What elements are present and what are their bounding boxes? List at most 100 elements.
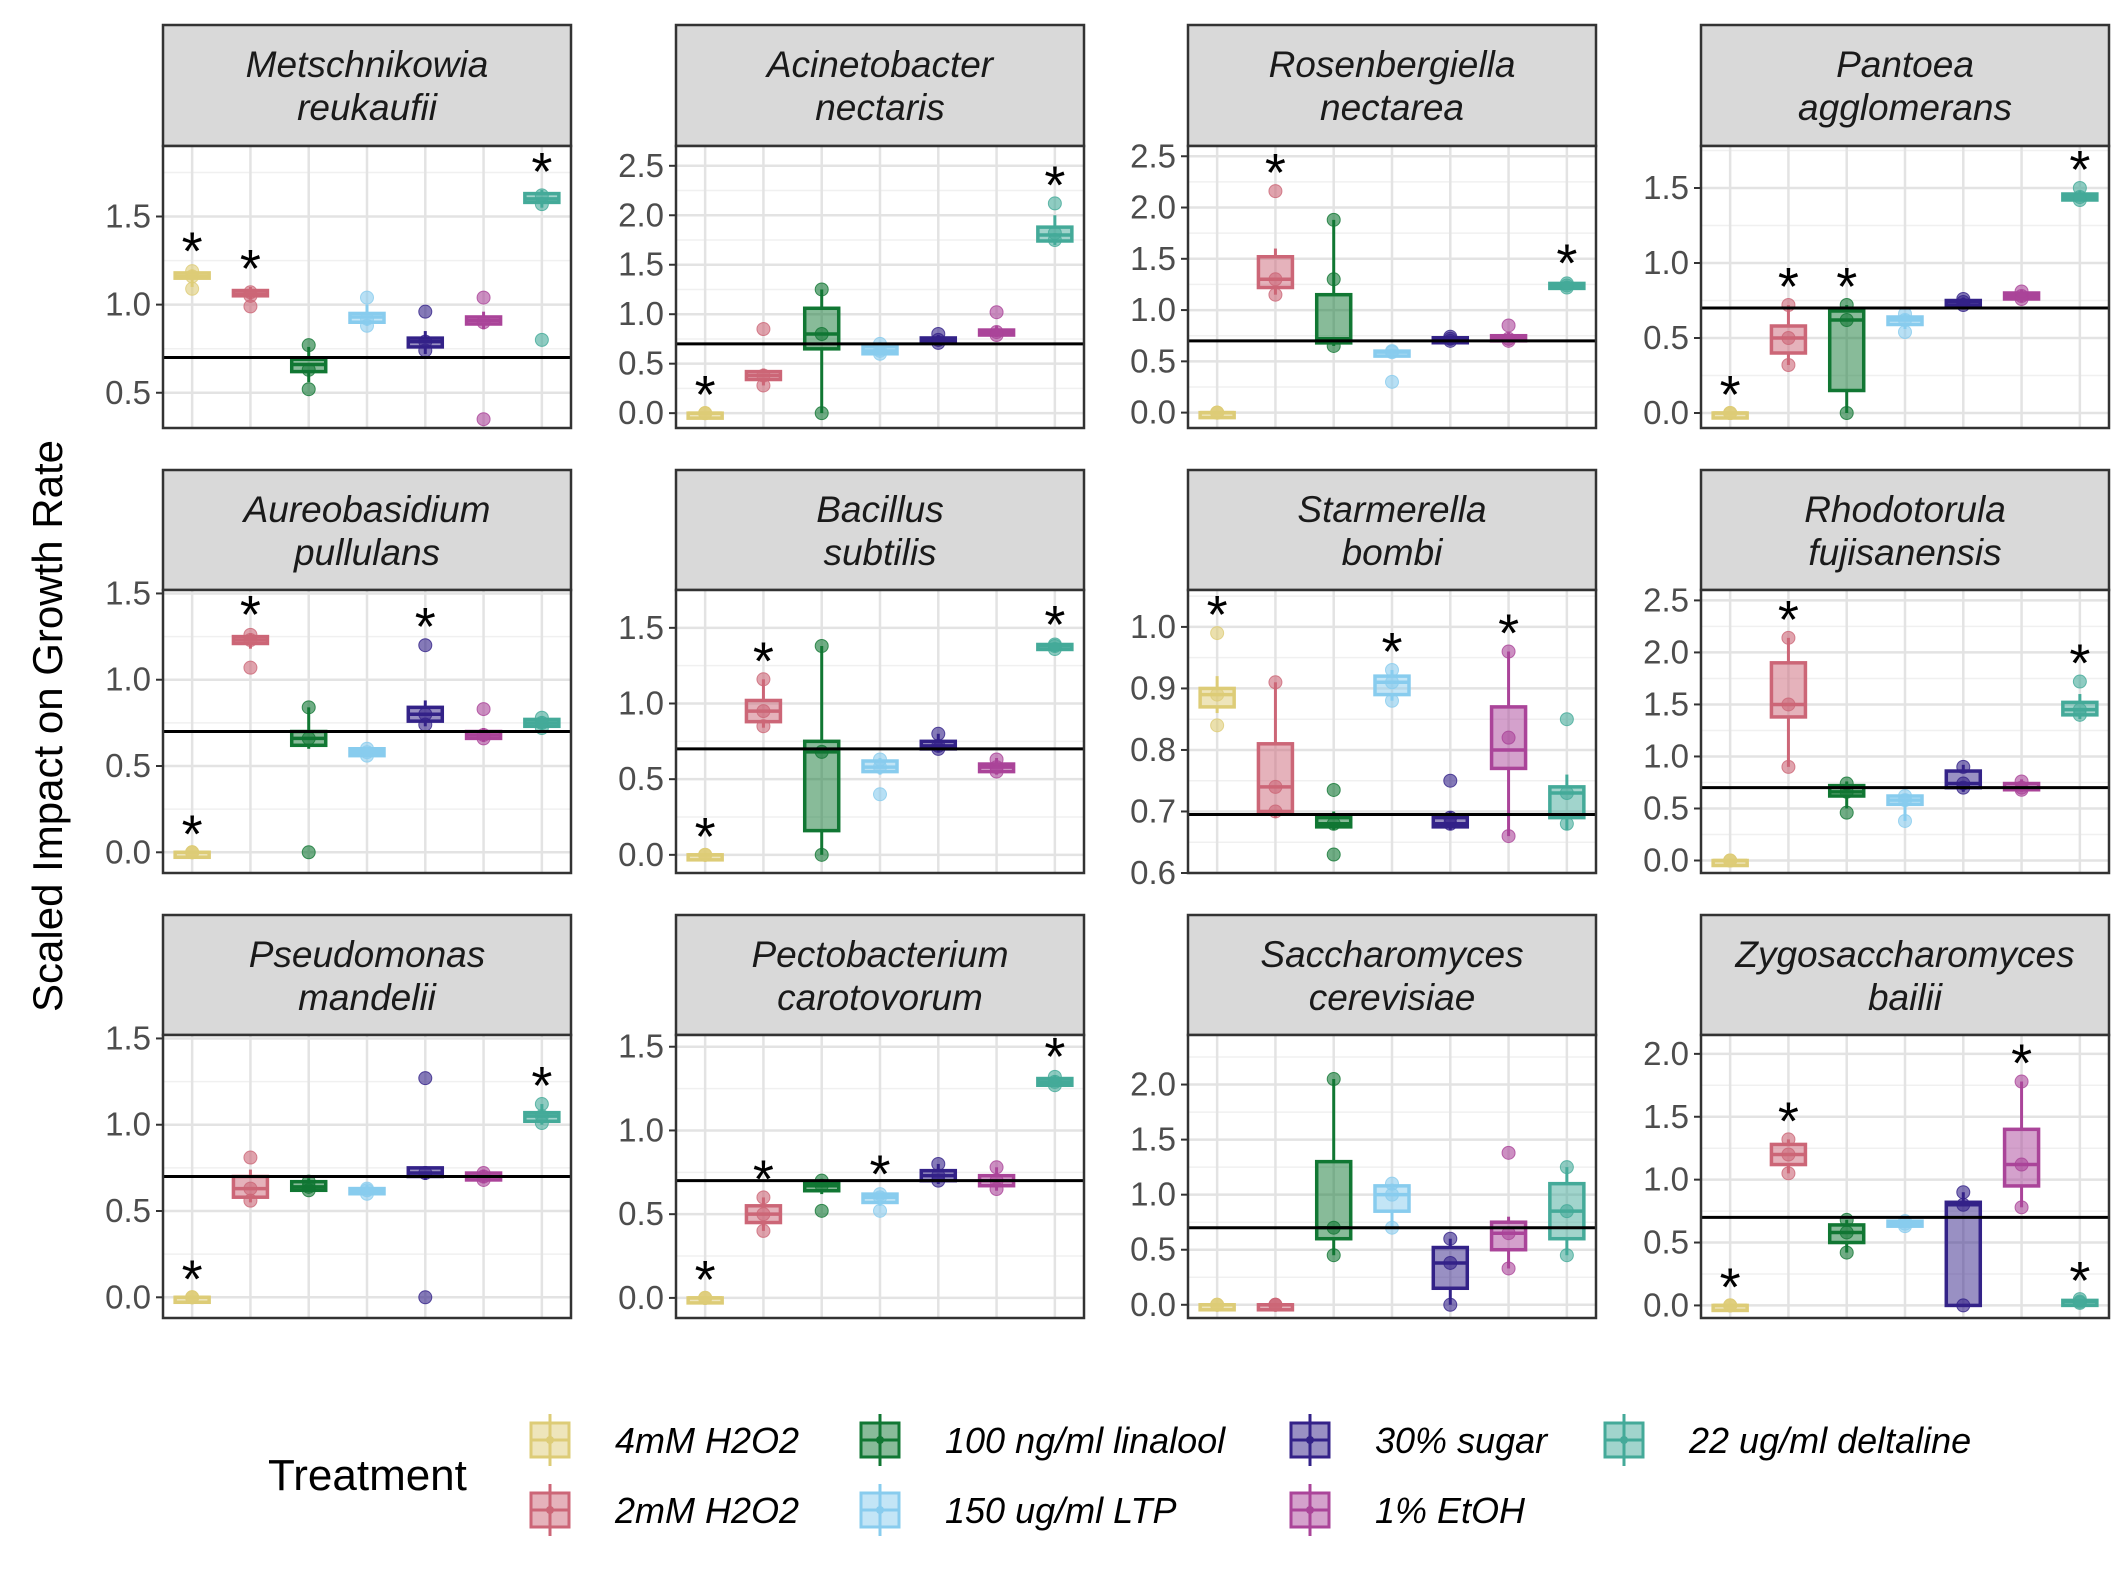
y-tick-label: 1.5 — [618, 246, 664, 283]
panel-title-species: cerevisiae — [1309, 977, 1476, 1018]
data-point — [1956, 1197, 1971, 1212]
legend-label: 100 ng/ml linalool — [945, 1420, 1226, 1461]
data-point — [1210, 626, 1225, 641]
box — [1944, 1200, 1983, 1308]
data-point — [1268, 287, 1283, 302]
data-point — [301, 338, 316, 353]
data-point — [1559, 1204, 1574, 1219]
panel-title-species: fujisanensis — [1808, 532, 2001, 573]
y-tick-label: 1.0 — [1643, 737, 1689, 774]
significance-star: * — [240, 585, 261, 645]
y-tick-label: 1.0 — [1643, 244, 1689, 281]
panel-title-genus: Starmerella — [1297, 489, 1486, 530]
data-point — [1559, 1160, 1574, 1175]
data-point — [1839, 313, 1854, 327]
legend-item: 150 ug/ml LTP — [859, 1484, 1176, 1536]
legend-key-point — [876, 1436, 884, 1444]
legend-label: 30% sugar — [1375, 1420, 1549, 1461]
panel-border — [674, 144, 1086, 430]
y-tick-label: 1.0 — [1130, 291, 1176, 328]
data-point — [185, 264, 200, 279]
data-point — [1501, 331, 1516, 346]
data-point — [1723, 406, 1738, 420]
panel-strip — [1699, 913, 2111, 1037]
panel-title-species: nectarea — [1320, 87, 1464, 128]
panel-title-species: pullulans — [293, 532, 440, 573]
data-point — [1326, 1072, 1341, 1087]
y-tick-label: 1.5 — [105, 574, 151, 611]
legend-item: 30% sugar — [1289, 1414, 1549, 1466]
data-point — [1047, 196, 1062, 211]
significance-star: * — [531, 1056, 552, 1116]
panel-border — [1186, 144, 1598, 430]
significance-star: * — [415, 597, 436, 657]
panel-border — [161, 144, 573, 430]
panel-strip — [161, 913, 573, 1037]
y-tick-label: 1.0 — [618, 1111, 664, 1148]
data-point — [1210, 718, 1225, 733]
panel-border — [1699, 1033, 2111, 1320]
panel-border — [1699, 588, 2111, 875]
data-point — [1839, 406, 1854, 420]
y-tick-label: 0.0 — [1130, 1286, 1176, 1323]
data-point — [1956, 759, 1971, 774]
data-point — [301, 845, 316, 860]
significance-star: * — [1778, 257, 1799, 317]
data-point — [418, 304, 433, 319]
data-point — [418, 1290, 433, 1305]
data-point — [1047, 1069, 1062, 1084]
y-tick-label: 2.0 — [618, 196, 664, 233]
panel-title-species: subtilis — [823, 532, 936, 573]
legend-label: 4mM H2O2 — [615, 1420, 799, 1461]
panel-title-species: reukaufii — [297, 87, 439, 128]
y-tick-label: 0.7 — [1130, 792, 1176, 829]
legend-label: 1% EtOH — [1375, 1490, 1526, 1531]
panel-title-species: bombi — [1342, 532, 1445, 573]
legend-key-point — [1306, 1506, 1314, 1514]
panel-title-genus: Bacillus — [816, 489, 944, 530]
data-point — [2072, 181, 2087, 195]
legend-label: 22 ug/ml deltaline — [1688, 1420, 1971, 1461]
y-axis-label: Scaled Impact on Growth Rate — [24, 440, 71, 1012]
y-tick-label: 1.5 — [105, 1019, 151, 1056]
y-tick-label: 0.0 — [1130, 394, 1176, 431]
y-tick-label: 2.5 — [1130, 137, 1176, 174]
data-point — [2072, 1292, 2087, 1307]
data-point — [1047, 637, 1062, 652]
data-point — [1501, 1145, 1516, 1160]
legend-label: 2mM H2O2 — [614, 1490, 799, 1531]
significance-star: * — [1207, 585, 1228, 645]
data-point — [1443, 1255, 1458, 1270]
panel-title-genus: Rhodotorula — [1804, 489, 2006, 530]
data-point — [1268, 1297, 1283, 1312]
data-point — [360, 290, 374, 305]
panel-title-species: carotovorum — [777, 977, 983, 1018]
panel-strip — [161, 468, 573, 592]
panel-title-genus: Pectobacterium — [751, 934, 1008, 975]
data-point — [873, 1203, 887, 1218]
y-tick-label: 0.8 — [1130, 731, 1176, 768]
panel-title-species: nectaris — [815, 87, 945, 128]
box — [1256, 742, 1295, 814]
data-point — [756, 368, 771, 383]
data-point — [1559, 712, 1574, 727]
data-point — [1443, 773, 1458, 788]
y-tick-label: 0.5 — [1643, 319, 1689, 356]
y-tick-label: 1.5 — [105, 198, 151, 235]
y-tick-label: 2.0 — [1130, 189, 1176, 226]
panel-border — [674, 588, 1086, 875]
y-tick-label: 0.5 — [1643, 1224, 1689, 1261]
data-point — [1385, 374, 1399, 389]
data-point — [1385, 662, 1399, 677]
legend-item: 1% EtOH — [1289, 1484, 1526, 1536]
data-point — [1559, 276, 1574, 291]
y-tick-label: 1.0 — [105, 286, 151, 323]
significance-star: * — [1778, 1091, 1799, 1151]
y-tick-label: 2.5 — [1643, 581, 1689, 618]
data-point — [1956, 292, 1971, 306]
